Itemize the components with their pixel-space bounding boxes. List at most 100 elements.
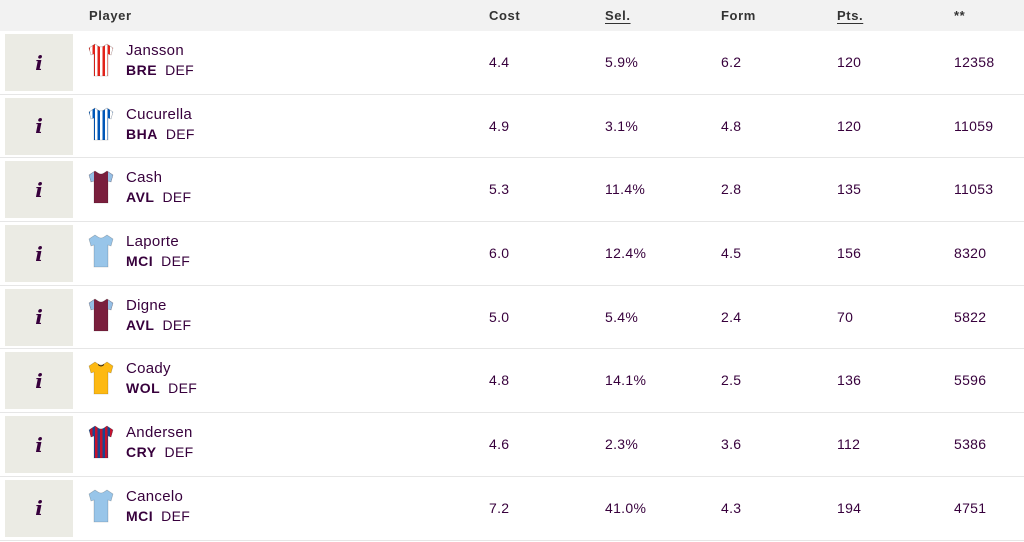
- player-position: DEF: [164, 444, 194, 461]
- player-name[interactable]: Digne: [126, 296, 167, 314]
- team-shirt-icon: [88, 170, 114, 204]
- cell-selected: 5.4%: [605, 308, 639, 325]
- cell-points: 70: [837, 308, 854, 325]
- cell-cost: 4.6: [489, 436, 510, 453]
- player-position: DEF: [161, 507, 191, 524]
- cell-cost: 4.8: [489, 372, 510, 389]
- team-shirt-icon: [88, 425, 114, 459]
- cell-form: 4.5: [721, 245, 742, 262]
- player-info-button[interactable]: i: [5, 416, 73, 474]
- cell-form: 4.3: [721, 499, 742, 516]
- table-row[interactable]: i Jansson BRE DEF 4.4 5.9% 6.2 120 12358: [0, 31, 1024, 95]
- header-player[interactable]: Player: [89, 8, 132, 23]
- cell-selected: 5.9%: [605, 54, 639, 70]
- player-name[interactable]: Cucurella: [126, 105, 193, 123]
- player-team: BRE: [126, 62, 158, 78]
- cell-cost: 4.9: [489, 117, 510, 134]
- cell-cost: 7.2: [489, 499, 510, 516]
- player-name[interactable]: Andersen: [126, 424, 193, 442]
- cell-sort-stat: 12358: [954, 54, 995, 70]
- player-info-button[interactable]: i: [5, 34, 73, 91]
- player-name[interactable]: Jansson: [126, 42, 184, 59]
- cell-selected: 11.4%: [605, 181, 646, 198]
- info-icon: i: [35, 432, 43, 457]
- player-position: DEF: [162, 316, 192, 333]
- cell-selected: 3.1%: [605, 117, 639, 134]
- cell-cost: 4.4: [489, 54, 510, 70]
- cell-cost: 5.3: [489, 181, 510, 198]
- team-shirt-icon: [88, 234, 114, 268]
- player-team: MCI: [126, 507, 154, 524]
- cell-sort-stat: 11059: [954, 117, 994, 134]
- header-points[interactable]: Pts.: [837, 8, 864, 23]
- player-name[interactable]: Cancelo: [126, 487, 184, 505]
- player-meta: BRE DEF: [126, 62, 194, 78]
- player-name[interactable]: Cash: [126, 169, 163, 187]
- cell-form: 2.8: [721, 181, 742, 198]
- cell-cost: 6.0: [489, 245, 510, 262]
- info-icon: i: [35, 114, 43, 139]
- cell-points: 135: [837, 181, 862, 198]
- player-position: DEF: [165, 125, 195, 142]
- team-shirt-icon: [88, 489, 114, 523]
- table-row[interactable]: i Digne AVL DEF 5.0 5.4% 2.4 70 5822: [0, 286, 1024, 350]
- player-info-button[interactable]: i: [5, 97, 73, 155]
- cell-sort-stat: 5596: [954, 372, 987, 389]
- player-name[interactable]: Laporte: [126, 233, 179, 251]
- player-team: WOL: [126, 380, 161, 397]
- header-selected[interactable]: Sel.: [605, 8, 631, 23]
- cell-points: 136: [837, 372, 862, 389]
- cell-form: 2.5: [721, 372, 742, 389]
- player-meta: BHA DEF: [126, 126, 195, 142]
- cell-sort-stat: 11053: [954, 181, 994, 198]
- table-row[interactable]: i Andersen CRY DEF 4.6 2.3% 3.6 112 5386: [0, 413, 1024, 477]
- info-icon: i: [35, 241, 43, 266]
- player-info-button[interactable]: i: [5, 225, 73, 283]
- player-meta: MCI DEF: [126, 508, 190, 524]
- info-icon: i: [35, 368, 43, 393]
- player-meta: AVL DEF: [126, 189, 191, 205]
- cell-form: 2.4: [721, 308, 742, 325]
- cell-points: 156: [837, 245, 862, 262]
- player-name[interactable]: Coady: [126, 360, 171, 378]
- player-info-button[interactable]: i: [5, 161, 73, 219]
- team-shirt-icon: [88, 361, 114, 395]
- player-team: CRY: [126, 444, 157, 461]
- player-team: AVL: [126, 189, 155, 206]
- player-position: DEF: [161, 253, 191, 270]
- team-shirt-icon: [88, 43, 114, 77]
- cell-points: 120: [837, 117, 862, 134]
- player-meta: MCI DEF: [126, 253, 190, 269]
- player-info-button[interactable]: i: [5, 479, 73, 537]
- player-position: DEF: [165, 62, 194, 78]
- cell-sort-stat: 4751: [954, 499, 987, 516]
- player-meta: AVL DEF: [126, 317, 191, 333]
- cell-sort-stat: 5822: [954, 308, 987, 325]
- player-team: BHA: [126, 125, 158, 142]
- table-row[interactable]: i Cash AVL DEF 5.3 11.4% 2.8 135 11053: [0, 158, 1024, 223]
- table-header: Player Cost Sel. Form Pts. **: [0, 0, 1024, 31]
- player-meta: WOL DEF: [126, 380, 197, 396]
- player-position: DEF: [168, 380, 198, 397]
- header-sort-stat[interactable]: **: [954, 8, 966, 23]
- cell-selected: 2.3%: [605, 436, 639, 453]
- table-row[interactable]: i Coady WOL DEF 4.8 14.1% 2.5 136 5596: [0, 349, 1024, 414]
- header-form[interactable]: Form: [721, 8, 756, 23]
- player-meta: CRY DEF: [126, 444, 193, 460]
- player-info-button[interactable]: i: [5, 288, 73, 346]
- cell-points: 194: [837, 499, 862, 516]
- table-row[interactable]: i Laporte MCI DEF 6.0 12.4% 4.5 156 8320: [0, 222, 1024, 286]
- player-info-button[interactable]: i: [5, 352, 73, 410]
- player-team: MCI: [126, 253, 154, 270]
- cell-points: 112: [837, 436, 861, 453]
- cell-sort-stat: 5386: [954, 436, 987, 453]
- team-shirt-icon: [88, 298, 114, 332]
- info-icon: i: [35, 177, 43, 202]
- table-row[interactable]: i Cancelo MCI DEF 7.2 41.0% 4.3 194 4751: [0, 477, 1024, 541]
- header-cost[interactable]: Cost: [489, 8, 521, 23]
- table-body: i Jansson BRE DEF 4.4 5.9% 6.2 120 12358 i Cucurel…: [0, 31, 1024, 541]
- player-position: DEF: [162, 189, 192, 206]
- table-row[interactable]: i Cucurella BHA DEF 4.9 3.1% 4.8 120 11059: [0, 95, 1024, 159]
- cell-form: 3.6: [721, 436, 742, 453]
- cell-form: 6.2: [721, 54, 742, 70]
